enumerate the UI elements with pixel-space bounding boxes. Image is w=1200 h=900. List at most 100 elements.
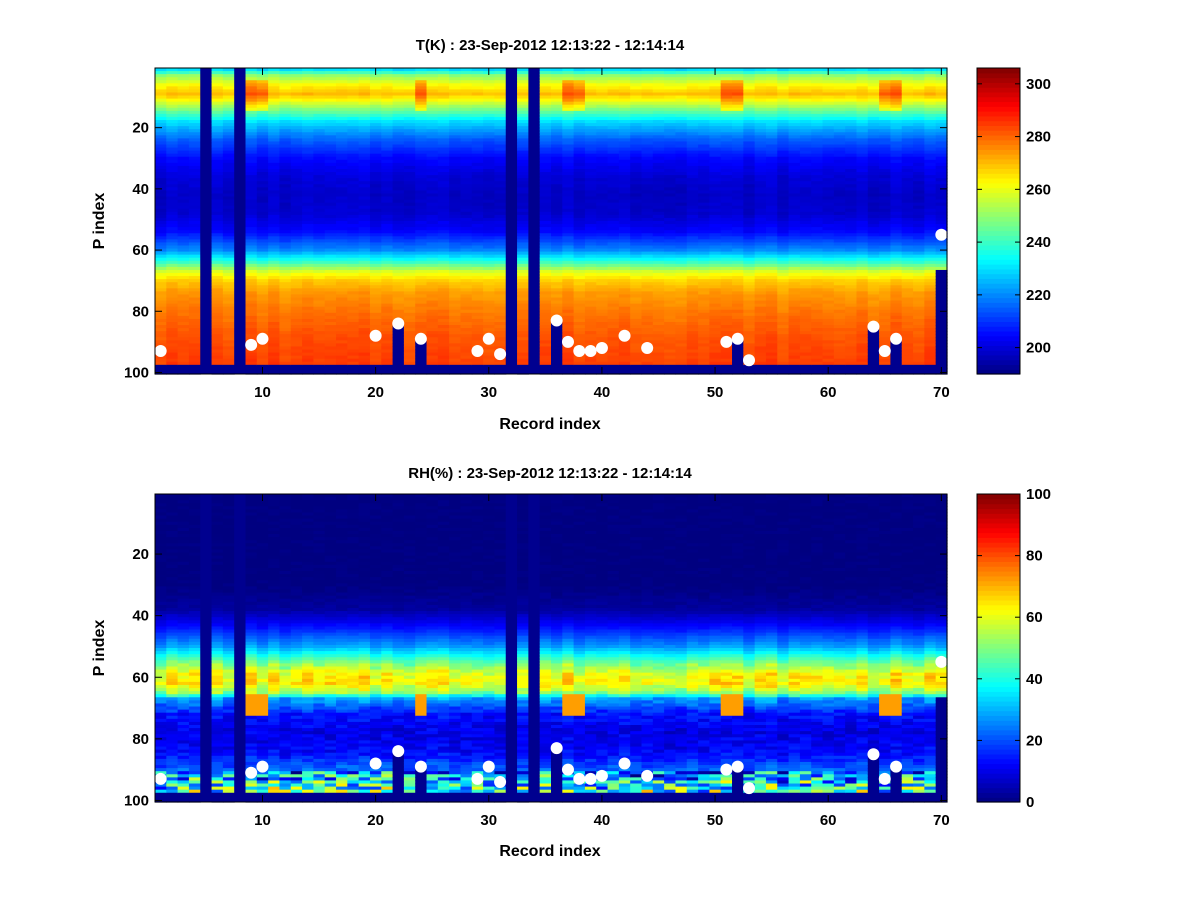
temperature-heatmap-cell (709, 165, 722, 170)
temperature-heatmap-cell (630, 153, 643, 158)
temperature-heatmap-cell (618, 129, 631, 133)
temperature-heatmap-cell (290, 263, 303, 268)
temperature-heatmap-cell (573, 71, 586, 75)
temperature-heatmap-cell (460, 325, 473, 329)
temperature-heatmap-cell (369, 159, 382, 164)
temperature-heatmap-cell (494, 101, 507, 106)
temperature-heatmap-cell (743, 129, 756, 133)
temperature-heatmap-cell (652, 135, 665, 139)
temperature-heatmap-cell (177, 285, 190, 289)
temperature-heatmap-cell (449, 273, 462, 277)
temperature-heatmap-cell (392, 282, 405, 286)
temperature-heatmap-cell (211, 346, 224, 351)
temperature-heatmap-cell (177, 233, 190, 237)
temperature-heatmap-cell (517, 187, 529, 191)
temperature-heatmap-cell (222, 156, 235, 161)
temperature-heatmap-cell (720, 80, 733, 84)
temperature-heatmap-cell (336, 83, 348, 87)
temperature-heatmap-column (324, 68, 337, 375)
temperature-heatmap-cell (324, 285, 337, 289)
temperature-heatmap-cell (494, 104, 507, 109)
temperature-heatmap-cell (652, 309, 665, 314)
temperature-heatmap-cell (403, 352, 416, 357)
temperature-heatmap-cell (449, 74, 462, 78)
temperature-heatmap-cell (302, 315, 314, 320)
temperature-heatmap-cell (596, 168, 609, 173)
temperature-heatmap-cell (177, 113, 190, 118)
temperature-heatmap-cell (618, 309, 631, 314)
temperature-heatmap-cell (290, 89, 303, 94)
temperature-heatmap-cell (358, 214, 371, 219)
temperature-heatmap-cell (222, 318, 235, 323)
temperature-heatmap-cell (494, 165, 507, 170)
temperature-heatmap-cell (256, 172, 269, 176)
temperature-heatmap-cell (562, 303, 575, 308)
temperature-heatmap-cell (539, 242, 552, 247)
temperature-heatmap-cell (743, 205, 756, 210)
temperature-heatmap-cell (573, 77, 586, 81)
temperature-heatmap-cell (720, 89, 733, 94)
temperature-heatmap-cell (471, 242, 484, 247)
temperature-heatmap-cell (155, 337, 167, 341)
temperature-heatmap-cell (517, 361, 529, 366)
temperature-heatmap-cell (562, 104, 575, 109)
temperature-heatmap-cell (686, 74, 699, 78)
temperature-heatmap-cell (415, 184, 428, 188)
temperature-heatmap-cell (392, 123, 405, 127)
temperature-heatmap-cell (652, 110, 665, 115)
temperature-heatmap-cell (720, 181, 733, 185)
temperature-heatmap-cell (698, 95, 710, 100)
temperature-heatmap-cell (471, 217, 484, 222)
temperature-heatmap-cell (449, 205, 462, 210)
temperature-heatmap-cell (324, 355, 337, 360)
temperature-heatmap-cell (381, 199, 394, 204)
temperature-heatmap-cell (369, 325, 382, 329)
temperature-heatmap-cell (652, 260, 665, 265)
temperature-heatmap-cell (313, 205, 326, 210)
temperature-heatmap-cell (403, 263, 416, 268)
temperature-heatmap-cell (449, 254, 462, 259)
temperature-heatmap-cell (584, 325, 597, 329)
temperature-heatmap-cell (290, 312, 303, 317)
temperature-heatmap-cell (245, 175, 258, 179)
temperature-heatmap-cell (641, 172, 654, 176)
temperature-heatmap-cell (720, 285, 733, 289)
temperature-heatmap-cell (403, 116, 416, 121)
temperature-heatmap-cell (483, 190, 496, 195)
temperature-heatmap-cell (698, 217, 710, 222)
temperature-heatmap-cell (630, 300, 643, 305)
temperature-heatmap-cell (437, 168, 450, 173)
temperature-heatmap-cell (222, 126, 235, 130)
temperature-heatmap-cell (698, 325, 710, 329)
temperature-heatmap-cell (494, 138, 507, 143)
temperature-heatmap-cell (222, 83, 235, 87)
temperature-heatmap-cell (664, 113, 677, 118)
temperature-heatmap-cell (754, 181, 767, 185)
temperature-heatmap-cell (324, 89, 337, 94)
temperature-heatmap-cell (517, 352, 529, 357)
temperature-heatmap-cell (686, 196, 699, 201)
temperature-heatmap-cell (336, 285, 348, 289)
temperature-heatmap-cell (426, 303, 439, 308)
temperature-heatmap-cell (211, 129, 224, 133)
temperature-heatmap-cell (483, 208, 496, 213)
temperature-heatmap-cell (494, 236, 507, 240)
temperature-heatmap-cell (403, 153, 416, 158)
temperature-heatmap-cell (460, 187, 473, 191)
temperature-heatmap-cell (584, 318, 597, 323)
temperature-heatmap-cell (618, 233, 631, 237)
temperature-heatmap-cell (415, 297, 428, 302)
temperature-heatmap-cell (732, 153, 744, 158)
temperature-heatmap-cell (392, 251, 405, 256)
temperature-heatmap-cell (358, 221, 371, 225)
temperature-heatmap-cell (256, 245, 269, 250)
temperature-heatmap-cell (517, 346, 529, 351)
temperature-heatmap-cell (403, 113, 416, 118)
temperature-heatmap-cell (709, 355, 722, 360)
temperature-heatmap-cell (709, 126, 722, 130)
temperature-heatmap-cell (381, 68, 394, 72)
temperature-heatmap-cell (392, 331, 405, 335)
temperature-heatmap-cell (584, 138, 597, 143)
temperature-heatmap-cell (211, 113, 224, 118)
temperature-heatmap-cell (517, 227, 529, 231)
